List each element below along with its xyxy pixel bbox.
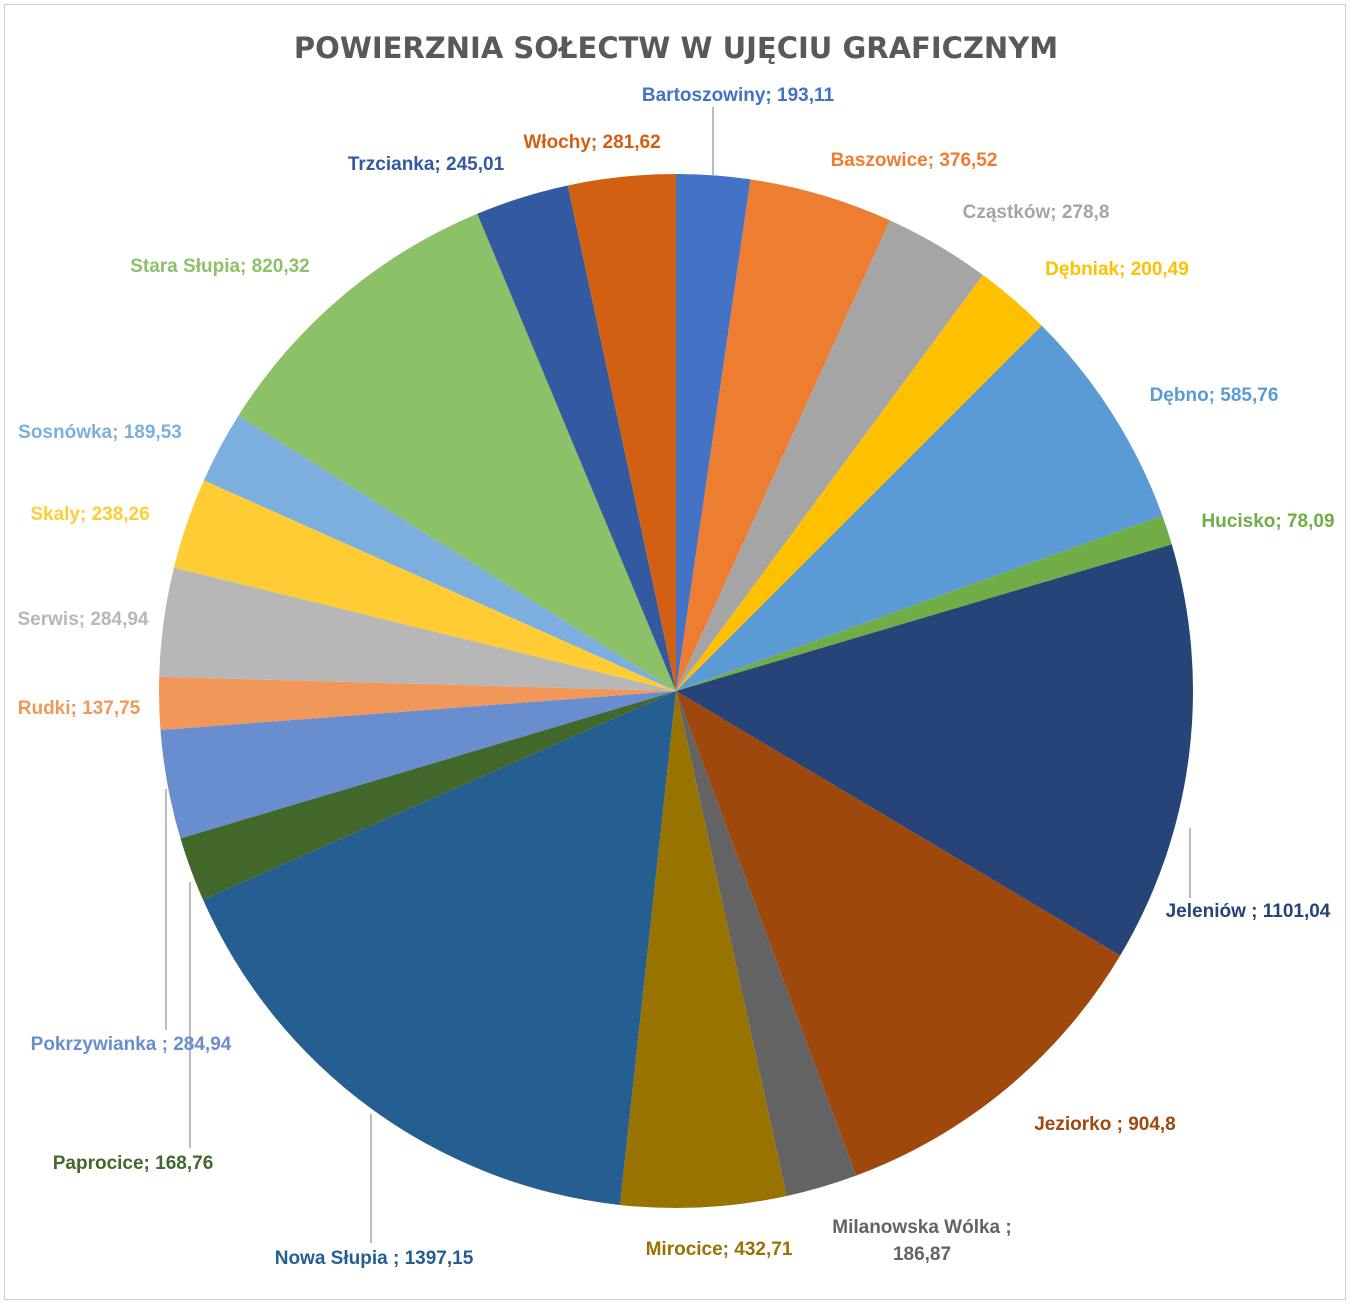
pie-slice-trzcianka xyxy=(477,185,676,691)
pie-slice-dębno xyxy=(676,325,1163,691)
chart-frame xyxy=(4,4,1346,1300)
leader-lines xyxy=(165,107,1191,1243)
data-label: Baszowice; 376,52 xyxy=(831,150,998,171)
pie-slice-nowa-słupia xyxy=(202,691,677,1205)
data-label: Cząstków; 278,8 xyxy=(963,202,1110,223)
pie-slices xyxy=(159,174,1194,1208)
data-labels: Bartoszowiny; 193,11 Baszowice; 376,52 Czą… xyxy=(18,85,1335,1269)
data-label: Jeziorko ; 904,8 xyxy=(1034,1114,1176,1135)
data-label: Dębniak; 200,49 xyxy=(1045,259,1189,280)
data-label: Bartoszowiny; 193,11 xyxy=(642,85,835,106)
pie-slice-sosnówka xyxy=(203,415,677,691)
data-label: Mirocice; 432,71 xyxy=(646,1239,793,1260)
data-label: Rudki; 137,75 xyxy=(18,698,141,719)
pie-slice-bartoszowiny xyxy=(676,174,751,691)
data-label: Stara Słupia; 820,32 xyxy=(130,256,310,277)
pie-slice-włochy xyxy=(567,174,676,691)
pie-slice-jeleniów xyxy=(676,544,1194,956)
pie-slice-skaly xyxy=(173,480,676,691)
pie-slice-milanowska-wólka xyxy=(676,691,856,1197)
chart-title: POWIERZNIA SOŁECTW W UJĘCIU GRAFICZNYM xyxy=(294,31,1058,65)
data-label: Dębno; 585,76 xyxy=(1150,385,1279,406)
data-label: Trzcianka; 245,01 xyxy=(348,154,505,175)
pie-slice-dębniak xyxy=(676,274,1042,691)
pie-slice-mirocice xyxy=(619,691,787,1208)
pie-slice-paprocice xyxy=(180,691,676,900)
pie-slice-pokrzywianka xyxy=(160,691,677,839)
pie-slice-baszowice xyxy=(676,179,890,691)
pie-slice-jeziorko xyxy=(676,691,1121,1176)
pie-slice-serwis xyxy=(159,567,676,691)
pie-slice-cząstków xyxy=(676,220,983,691)
pie-slice-stara-słupia xyxy=(238,213,677,691)
pie-slice-hucisko xyxy=(676,515,1172,691)
data-label: Milanowska Wólka ; 186,87 xyxy=(832,1217,1011,1265)
data-label: Jeleniów ; 1101,04 xyxy=(1166,901,1331,922)
data-label: Nowa Słupia ; 1397,15 xyxy=(275,1248,474,1269)
data-label: Hucisko; 78,09 xyxy=(1201,511,1334,532)
data-label: Włochy; 281,62 xyxy=(523,132,660,153)
data-label: Paprocice; 168,76 xyxy=(53,1153,214,1174)
data-label: Skaly; 238,26 xyxy=(30,504,149,525)
data-label: Serwis; 284,94 xyxy=(18,609,149,630)
data-label: Sosnówka; 189,53 xyxy=(18,422,182,443)
data-label: Pokrzywianka ; 284,94 xyxy=(31,1034,232,1055)
pie-slice-rudki xyxy=(159,676,676,731)
